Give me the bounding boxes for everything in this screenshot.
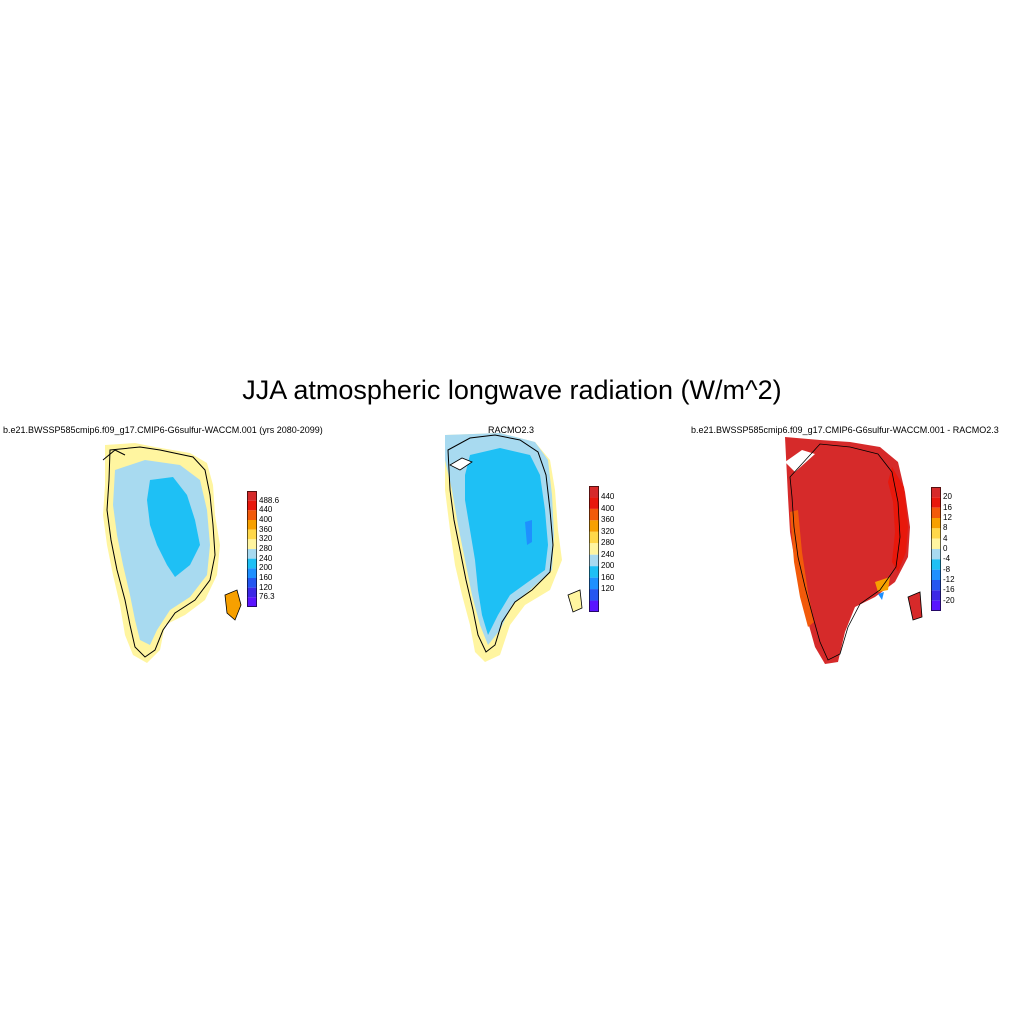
panel-2-colorbar: [589, 486, 599, 612]
interior-patch: [525, 520, 532, 545]
difference-field: [785, 437, 910, 664]
panel-3-map: [785, 437, 923, 664]
colorbar-label: 400: [601, 503, 615, 513]
colorbar-label: 240: [601, 549, 615, 559]
colorbar-swatch: [931, 559, 941, 570]
colorbar-swatch: [589, 486, 599, 498]
colorbar-label: 8: [943, 523, 948, 533]
panel-1-colorbar: [247, 491, 257, 607]
colorbar-label: 488.6: [259, 495, 280, 505]
panel-2-map: [445, 433, 583, 662]
colorbar-swatch: [931, 528, 941, 539]
colorbar-label: 4: [943, 533, 948, 543]
colorbar-swatch: [589, 566, 599, 578]
colorbar-swatch: [589, 543, 599, 555]
colorbar-swatch: [247, 539, 257, 549]
colorbar-label: 440: [259, 505, 273, 515]
iceland-fragment: [224, 589, 242, 621]
colorbar-swatch: [589, 577, 599, 590]
colorbar-label: 200: [601, 561, 615, 571]
colorbar-swatch: [931, 600, 941, 611]
colorbar-swatch: [589, 497, 599, 509]
colorbar-label: -20: [943, 595, 955, 605]
panel-1-map: [102, 443, 242, 663]
panel-2-title: RACMO2.3: [488, 425, 535, 435]
colorbar-swatch: [931, 549, 941, 560]
colorbar-label: 20: [943, 492, 952, 502]
colorbar-label: 16: [943, 502, 952, 512]
colorbar-label: 240: [259, 553, 273, 563]
colorbar-border: [247, 491, 257, 607]
colorbar-swatch: [247, 587, 257, 598]
ice-interior: [147, 477, 200, 577]
colorbar-swatch: [931, 569, 941, 580]
colorbar-label: 400: [259, 515, 273, 524]
colorbar-swatch: [931, 487, 941, 498]
colorbar-swatch: [589, 520, 599, 532]
colorbar-label: 280: [601, 538, 615, 548]
colorbar-swatch: [247, 597, 257, 607]
colorbar-label: 12: [943, 513, 952, 522]
colorbar-label: 160: [259, 573, 273, 582]
colorbar-border: [589, 486, 599, 612]
colorbar-swatch: [931, 497, 941, 508]
colorbar-label: -12: [943, 575, 955, 584]
edge-patch-blue: [878, 592, 884, 600]
colorbar-label: 320: [601, 526, 615, 536]
colorbar-swatch: [247, 558, 257, 569]
colorbar-label: 320: [259, 534, 273, 544]
edge-band-east: [888, 467, 908, 572]
colorbar-label: 76.3: [259, 592, 275, 602]
ice-interior: [465, 448, 548, 635]
colorbar-swatch: [931, 518, 941, 529]
north-inlet: [449, 457, 473, 471]
colorbar-swatch: [931, 580, 941, 591]
colorbar-label: 160: [601, 572, 615, 582]
colorbar-swatch: [589, 554, 599, 567]
colorbar-label: 360: [259, 524, 273, 534]
colorbar-label: 200: [259, 563, 273, 573]
colorbar-swatch: [931, 538, 941, 549]
coastline: [789, 443, 901, 661]
panel-1-title: b.e21.BWSSP585cmip6.f09_g17.CMIP6-G6sulf…: [3, 425, 323, 435]
colorbar-swatch: [931, 507, 941, 518]
iceland-fragment: [907, 591, 923, 621]
colorbar-border: [931, 487, 941, 611]
colorbar-swatch: [247, 578, 257, 588]
coastline: [106, 446, 216, 658]
colorbar-swatch: [589, 600, 599, 612]
figure-title: JJA atmospheric longwave radiation (W/m^…: [242, 375, 782, 405]
colorbar-swatch: [931, 590, 941, 601]
colorbar-swatch: [247, 568, 257, 578]
colorbar-label: -16: [943, 585, 955, 595]
coastline-notch: [102, 449, 126, 461]
colorbar-swatch: [247, 491, 257, 501]
colorbar-label: -4: [943, 554, 951, 564]
panel-3-title: b.e21.BWSSP585cmip6.f09_g17.CMIP6-G6sulf…: [691, 425, 999, 435]
colorbar-label: 280: [259, 544, 273, 553]
colorbar-swatch: [589, 531, 599, 544]
colorbar-label: 0: [943, 544, 948, 553]
colorbar-swatch: [247, 510, 257, 520]
colorbar-label: 120: [601, 584, 615, 594]
colorbar-label: 120: [259, 582, 273, 592]
colorbar-swatch: [589, 589, 599, 601]
panel-3-colorbar: [931, 487, 941, 611]
colorbar-swatch: [589, 508, 599, 521]
colorbar-swatch: [247, 500, 257, 511]
iceland-fragment: [567, 589, 583, 613]
coastline: [447, 434, 554, 653]
north-inlet: [785, 450, 815, 472]
colorbar-swatch: [247, 520, 257, 530]
colorbar-swatch: [247, 529, 257, 540]
colorbar-swatch: [247, 549, 257, 559]
colorbar-label: -8: [943, 564, 951, 574]
colorbar-label: 440: [601, 492, 615, 502]
colorbar-label: 360: [601, 515, 615, 525]
